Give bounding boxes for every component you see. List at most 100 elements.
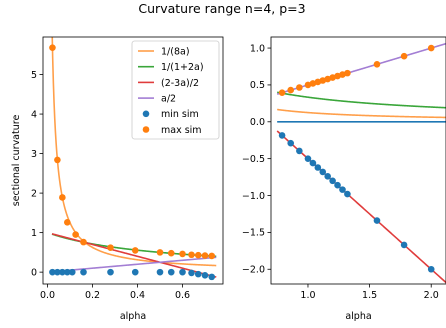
x-axis-label: alpha — [120, 311, 146, 322]
legend: 1/(8a) 1/(1+2a) (2-3a)/2 a/2 min sim max sim — [131, 40, 220, 140]
x-tick-label: 2.0 — [424, 290, 439, 301]
min-sim-point-11 — [188, 269, 195, 277]
series-line-1-1-2a- — [277, 91, 446, 109]
axes-frame — [270, 36, 446, 285]
min-sim-point-13 — [201, 272, 209, 279]
max-sim-point-11 — [344, 69, 351, 77]
y-tick-label: 2 — [31, 188, 37, 199]
legend-label: (2-3a)/2 — [161, 78, 199, 89]
series-line-a-2 — [51, 256, 217, 273]
y-tick-label: −2.0 — [242, 265, 265, 276]
y-tick-label: 0.0 — [250, 117, 265, 128]
min-sim-point-0 — [278, 132, 286, 139]
y-tick-label: 5 — [31, 70, 37, 81]
max-sim-point-2 — [296, 84, 303, 91]
series-line-1-8a- — [51, 37, 217, 267]
min-sim-point-7 — [131, 268, 139, 276]
y-tick-label: 0.5 — [250, 80, 265, 91]
max-sim-point-3 — [64, 219, 71, 226]
min-sim-point-7 — [324, 173, 331, 180]
legend-label: 1/(1+2a) — [161, 62, 204, 73]
y-tick-label: 4 — [31, 109, 37, 120]
max-sim-point-4 — [72, 231, 79, 238]
max-sim-point-2 — [59, 194, 66, 201]
min-sim-point-3 — [304, 155, 312, 162]
max-sim-point-13 — [400, 52, 408, 60]
max-sim-point-7 — [131, 247, 139, 254]
min-sim-point-1 — [54, 268, 61, 276]
y-tick-label: 0 — [31, 267, 37, 278]
left-panel: 0.0 0.2 0.4 0.6 0 1 2 3 4 5 alpha sectional curvatu… — [11, 36, 224, 322]
min-sim-point-5 — [80, 268, 87, 276]
y-tick-label: 1.0 — [250, 43, 265, 54]
min-sim-point-10 — [179, 268, 186, 276]
min-sim-point-8 — [156, 268, 164, 276]
x-tick-label: 1.0 — [300, 290, 315, 301]
y-tick-label: −0.5 — [242, 154, 265, 165]
y-axis-label: sectional curvature — [11, 115, 22, 207]
min-sim-point-1 — [287, 139, 295, 147]
legend-label: max sim — [161, 125, 202, 136]
legend-entry-4: min sim — [142, 109, 199, 120]
min-sim-point-2 — [59, 268, 66, 276]
min-sim-point-2 — [296, 147, 303, 155]
legend-label: a/2 — [161, 94, 176, 105]
min-sim-point-6 — [107, 268, 114, 276]
right-panel: 1.0 1.5 2.0 −2.0 −1.5 −1.0 −0.5 0.0 0.5 1.0 alpha — [242, 36, 446, 322]
legend-entry-2: (2-3a)/2 — [138, 78, 199, 89]
max-sim-point-14 — [427, 44, 435, 52]
max-sim-point-1 — [54, 156, 61, 164]
figure-title: Curvature range n=4, p=3 — [138, 1, 305, 16]
min-sim-point-14 — [427, 265, 435, 273]
legend-label: 1/(8a) — [161, 46, 190, 57]
min-sim-point-3 — [64, 268, 71, 276]
axes-frame — [42, 36, 224, 285]
max-sim-point-10 — [179, 250, 186, 258]
max-sim-point-0 — [49, 44, 56, 51]
x-tick-label: 0.4 — [130, 290, 145, 301]
series-line--2-3a-2 — [51, 233, 217, 278]
y-tick-label: 3 — [31, 149, 37, 160]
min-sim-point-8 — [329, 177, 336, 185]
min-sim-point-4 — [309, 159, 317, 167]
x-tick-label: 0.0 — [40, 290, 55, 301]
max-sim-point-9 — [167, 249, 175, 257]
y-tick-label: −1.5 — [242, 228, 265, 239]
legend-entry-3: a/2 — [138, 94, 176, 105]
min-sim-point-12 — [194, 270, 202, 278]
min-sim-point-5 — [314, 164, 322, 171]
min-sim-point-9 — [334, 181, 341, 189]
max-sim-point-13 — [201, 252, 209, 259]
legend-entry-5: max sim — [142, 125, 202, 136]
min-sim-point-10 — [339, 186, 346, 193]
max-sim-point-1 — [287, 86, 295, 94]
y-tick-label: 1 — [31, 228, 37, 239]
max-sim-point-8 — [156, 249, 164, 256]
min-sim-point-6 — [319, 168, 327, 176]
series-line-1-8a- — [277, 108, 446, 119]
min-sim-point-13 — [400, 241, 408, 249]
legend-entry-1: 1/(1+2a) — [138, 62, 204, 73]
min-sim-point-14 — [208, 273, 216, 281]
max-sim-point-5 — [80, 238, 87, 246]
max-sim-point-12 — [194, 251, 202, 259]
x-tick-label: 0.6 — [175, 290, 190, 301]
legend-frame — [131, 40, 220, 140]
max-sim-point-14 — [208, 252, 216, 260]
min-sim-point-4 — [68, 268, 76, 276]
min-sim-point-12 — [373, 217, 381, 224]
x-axis-label: alpha — [345, 311, 371, 322]
min-sim-point-11 — [344, 190, 351, 198]
min-sim-point-0 — [49, 268, 56, 276]
max-sim-point-6 — [107, 244, 114, 251]
x-tick-label: 0.2 — [85, 290, 100, 301]
x-tick-label: 1.5 — [362, 290, 377, 301]
max-sim-point-11 — [188, 251, 195, 259]
max-sim-point-12 — [373, 60, 381, 68]
legend-label: min sim — [161, 109, 199, 120]
legend-entry-0: 1/(8a) — [138, 46, 190, 57]
max-sim-point-0 — [278, 89, 286, 96]
series-line--2-3a-2 — [276, 130, 446, 284]
y-tick-label: −1.0 — [242, 191, 265, 202]
